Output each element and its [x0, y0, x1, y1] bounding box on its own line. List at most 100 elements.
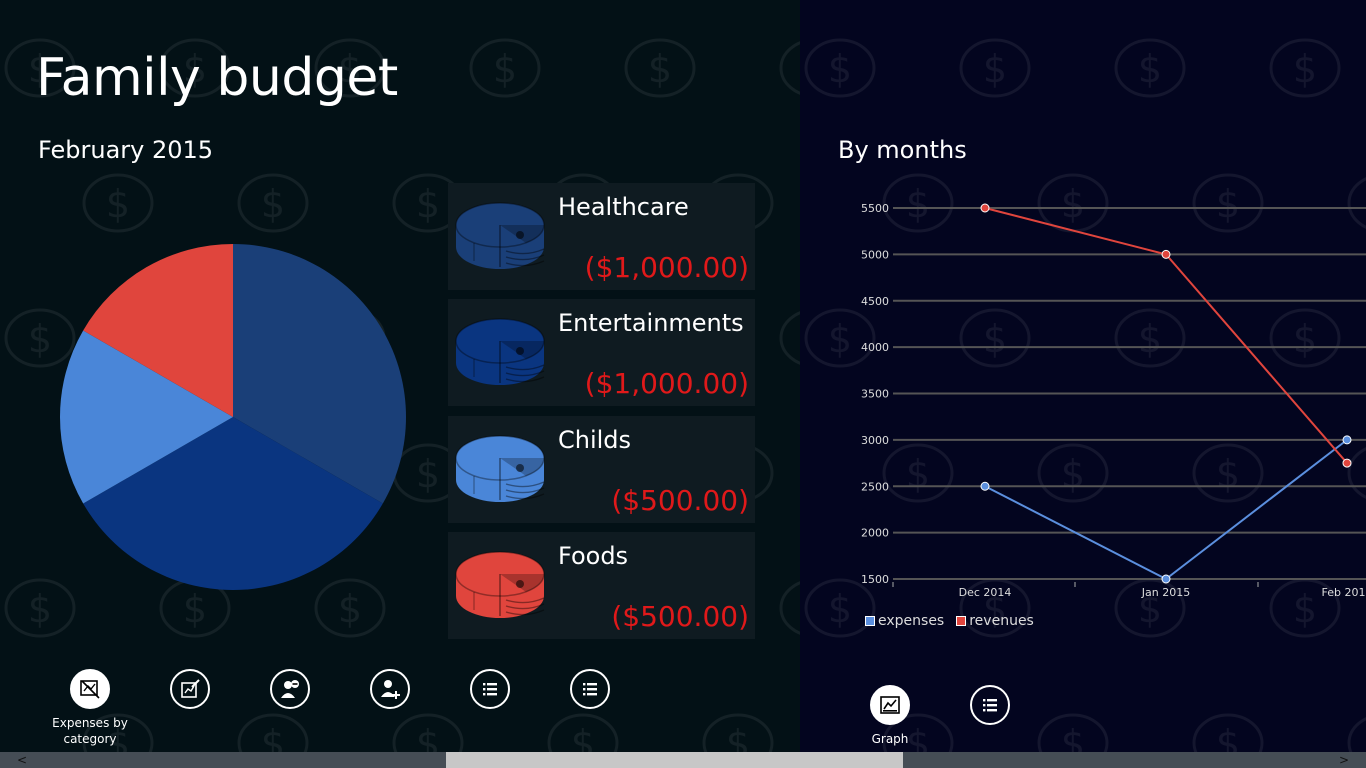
category-name: Healthcare [558, 193, 689, 221]
category-tile-childs[interactable]: Childs ($500.00) [448, 416, 755, 523]
scroll-left-arrow[interactable]: < [16, 753, 28, 767]
category-tile-healthcare[interactable]: Healthcare ($1,000.00) [448, 183, 755, 290]
piggy-bank-icon: $ [804, 308, 876, 368]
piggy-bank-icon: $ [882, 173, 954, 233]
series-line-expenses [984, 439, 1348, 581]
piggy-bank-icon: $ [1347, 717, 1366, 752]
svg-text:$: $ [338, 47, 362, 91]
piggy-bank-icon: $ [314, 38, 386, 98]
scrollbar-thumb[interactable] [446, 752, 903, 768]
user-remove-icon [281, 680, 299, 698]
y-tick-label: 1500 [861, 573, 889, 586]
legend-revenues: revenues [956, 613, 1034, 629]
left-panel: $$$$$$$$$$$$$$$$$$$$$$$$$$$$$$$$$ Family… [0, 0, 800, 752]
category-tile-foods[interactable]: Foods ($500.00) [448, 532, 755, 639]
y-tick-label: 2500 [861, 480, 889, 493]
by-months-title: By months [838, 136, 967, 164]
pie-money-icon [455, 551, 545, 618]
x-tick-label: Feb 2015 [1322, 586, 1366, 599]
piggy-bank-icon: $ [159, 578, 231, 638]
svg-text:$: $ [416, 452, 440, 496]
svg-text:$: $ [183, 587, 207, 631]
piggy-bank-icon: $ [959, 38, 1031, 98]
piggy-bank-background-pattern: $ $ $ $ $ $ $ $ $ $ $ $ $ $ $ $ $ $ $ $ $ $ $ $ [804, 38, 1366, 752]
y-tick-label: 3500 [861, 388, 889, 401]
piggy-bank-icon: $ [1347, 177, 1366, 229]
x-tick-label: Dec 2014 [959, 586, 1012, 599]
piggy-bank-icon: $ [1114, 578, 1186, 638]
piggy-bank-icon: $ [469, 38, 541, 98]
expenses-by-category-label: Expenses by category [52, 716, 128, 746]
list-icon [483, 683, 497, 696]
piggy-bank-icon: $ [547, 713, 619, 752]
piggy-bank-icon: $ [4, 578, 76, 638]
y-tick-label: 5500 [861, 202, 889, 215]
piggy-bank-icon: $ [779, 41, 800, 95]
expenses-pie-chart [59, 244, 406, 590]
pie-money-icon [455, 435, 545, 502]
edit-chart-button[interactable] [170, 669, 210, 709]
chart-legend: expenses revenues [865, 613, 1034, 629]
month-title: February 2015 [38, 136, 214, 164]
svg-text:$: $ [106, 182, 130, 226]
svg-text:$: $ [1138, 587, 1162, 631]
svg-text:$: $ [106, 722, 130, 752]
piggy-bank-icon: $ [392, 713, 464, 752]
piggy-bank-icon: $ [882, 713, 954, 752]
expenses-by-category-button[interactable] [70, 669, 110, 709]
piggy-bank-icon: $ [82, 173, 154, 233]
category-name: Entertainments [558, 309, 744, 337]
piggy-bank-icon: $ [804, 38, 876, 98]
by-months-line-chart: 1500 2000 2500 3000 3500 4000 4500 5000 5500 Dec … [861, 202, 1366, 599]
list-button-3[interactable] [970, 685, 1010, 725]
category-name: Childs [558, 426, 632, 454]
data-point-expenses [980, 481, 990, 491]
chart-edit-icon [181, 679, 200, 698]
list-icon [983, 699, 997, 712]
add-user-button[interactable] [370, 669, 410, 709]
pie-slice-healthcare [233, 244, 406, 504]
scroll-right-arrow[interactable]: > [1338, 753, 1350, 767]
svg-text:$: $ [906, 182, 930, 226]
piggy-bank-icon: $ [624, 38, 696, 98]
category-tile-entertainments[interactable]: Entertainments ($1,000.00) [448, 299, 755, 406]
piggy-bank-icon: $ [4, 308, 76, 368]
app-title: Family budget [36, 48, 398, 108]
piggy-bank-icon: $ [1192, 443, 1264, 503]
list-button-2[interactable] [570, 669, 610, 709]
legend-label: revenues [969, 613, 1034, 629]
svg-text:$: $ [1061, 452, 1085, 496]
svg-text:$: $ [828, 47, 852, 91]
piggy-bank-icon: $ [314, 578, 386, 638]
user-add-icon [381, 680, 400, 699]
list-button-1[interactable] [470, 669, 510, 709]
category-amount: ($1,000.00) [584, 367, 749, 400]
svg-text:$: $ [648, 47, 672, 91]
horizontal-scrollbar[interactable]: < > [0, 752, 1366, 768]
legend-swatch-expenses [865, 616, 875, 626]
data-point-expenses [1342, 435, 1352, 445]
piggy-bank-icon: $ [82, 713, 154, 752]
category-amount: ($500.00) [611, 484, 749, 517]
svg-text:$: $ [1216, 452, 1240, 496]
remove-user-button[interactable] [270, 669, 310, 709]
pie-slice-childs [59, 330, 233, 504]
piggy-bank-icon: $ [779, 311, 800, 365]
svg-text:$: $ [983, 317, 1007, 361]
data-point-revenues [1161, 249, 1171, 259]
svg-text:$: $ [28, 317, 52, 361]
svg-text:$: $ [1061, 722, 1085, 752]
graph-button[interactable] [870, 685, 910, 725]
piggy-bank-icon: $ [1269, 308, 1341, 368]
piggy-bank-icon: $ [237, 713, 309, 752]
svg-text:$: $ [726, 722, 750, 752]
y-tick-label: 4500 [861, 295, 889, 308]
piggy-bank-icon: $ [1114, 38, 1186, 98]
svg-text:$: $ [1293, 587, 1317, 631]
piggy-bank-icon: $ [237, 173, 309, 233]
piggy-bank-icon: $ [1037, 443, 1109, 503]
data-point-expenses [1161, 574, 1171, 584]
piggy-bank-icon: $ [1114, 308, 1186, 368]
y-tick-label: 2000 [861, 527, 889, 540]
piggy-bank-icon: $ [959, 308, 1031, 368]
